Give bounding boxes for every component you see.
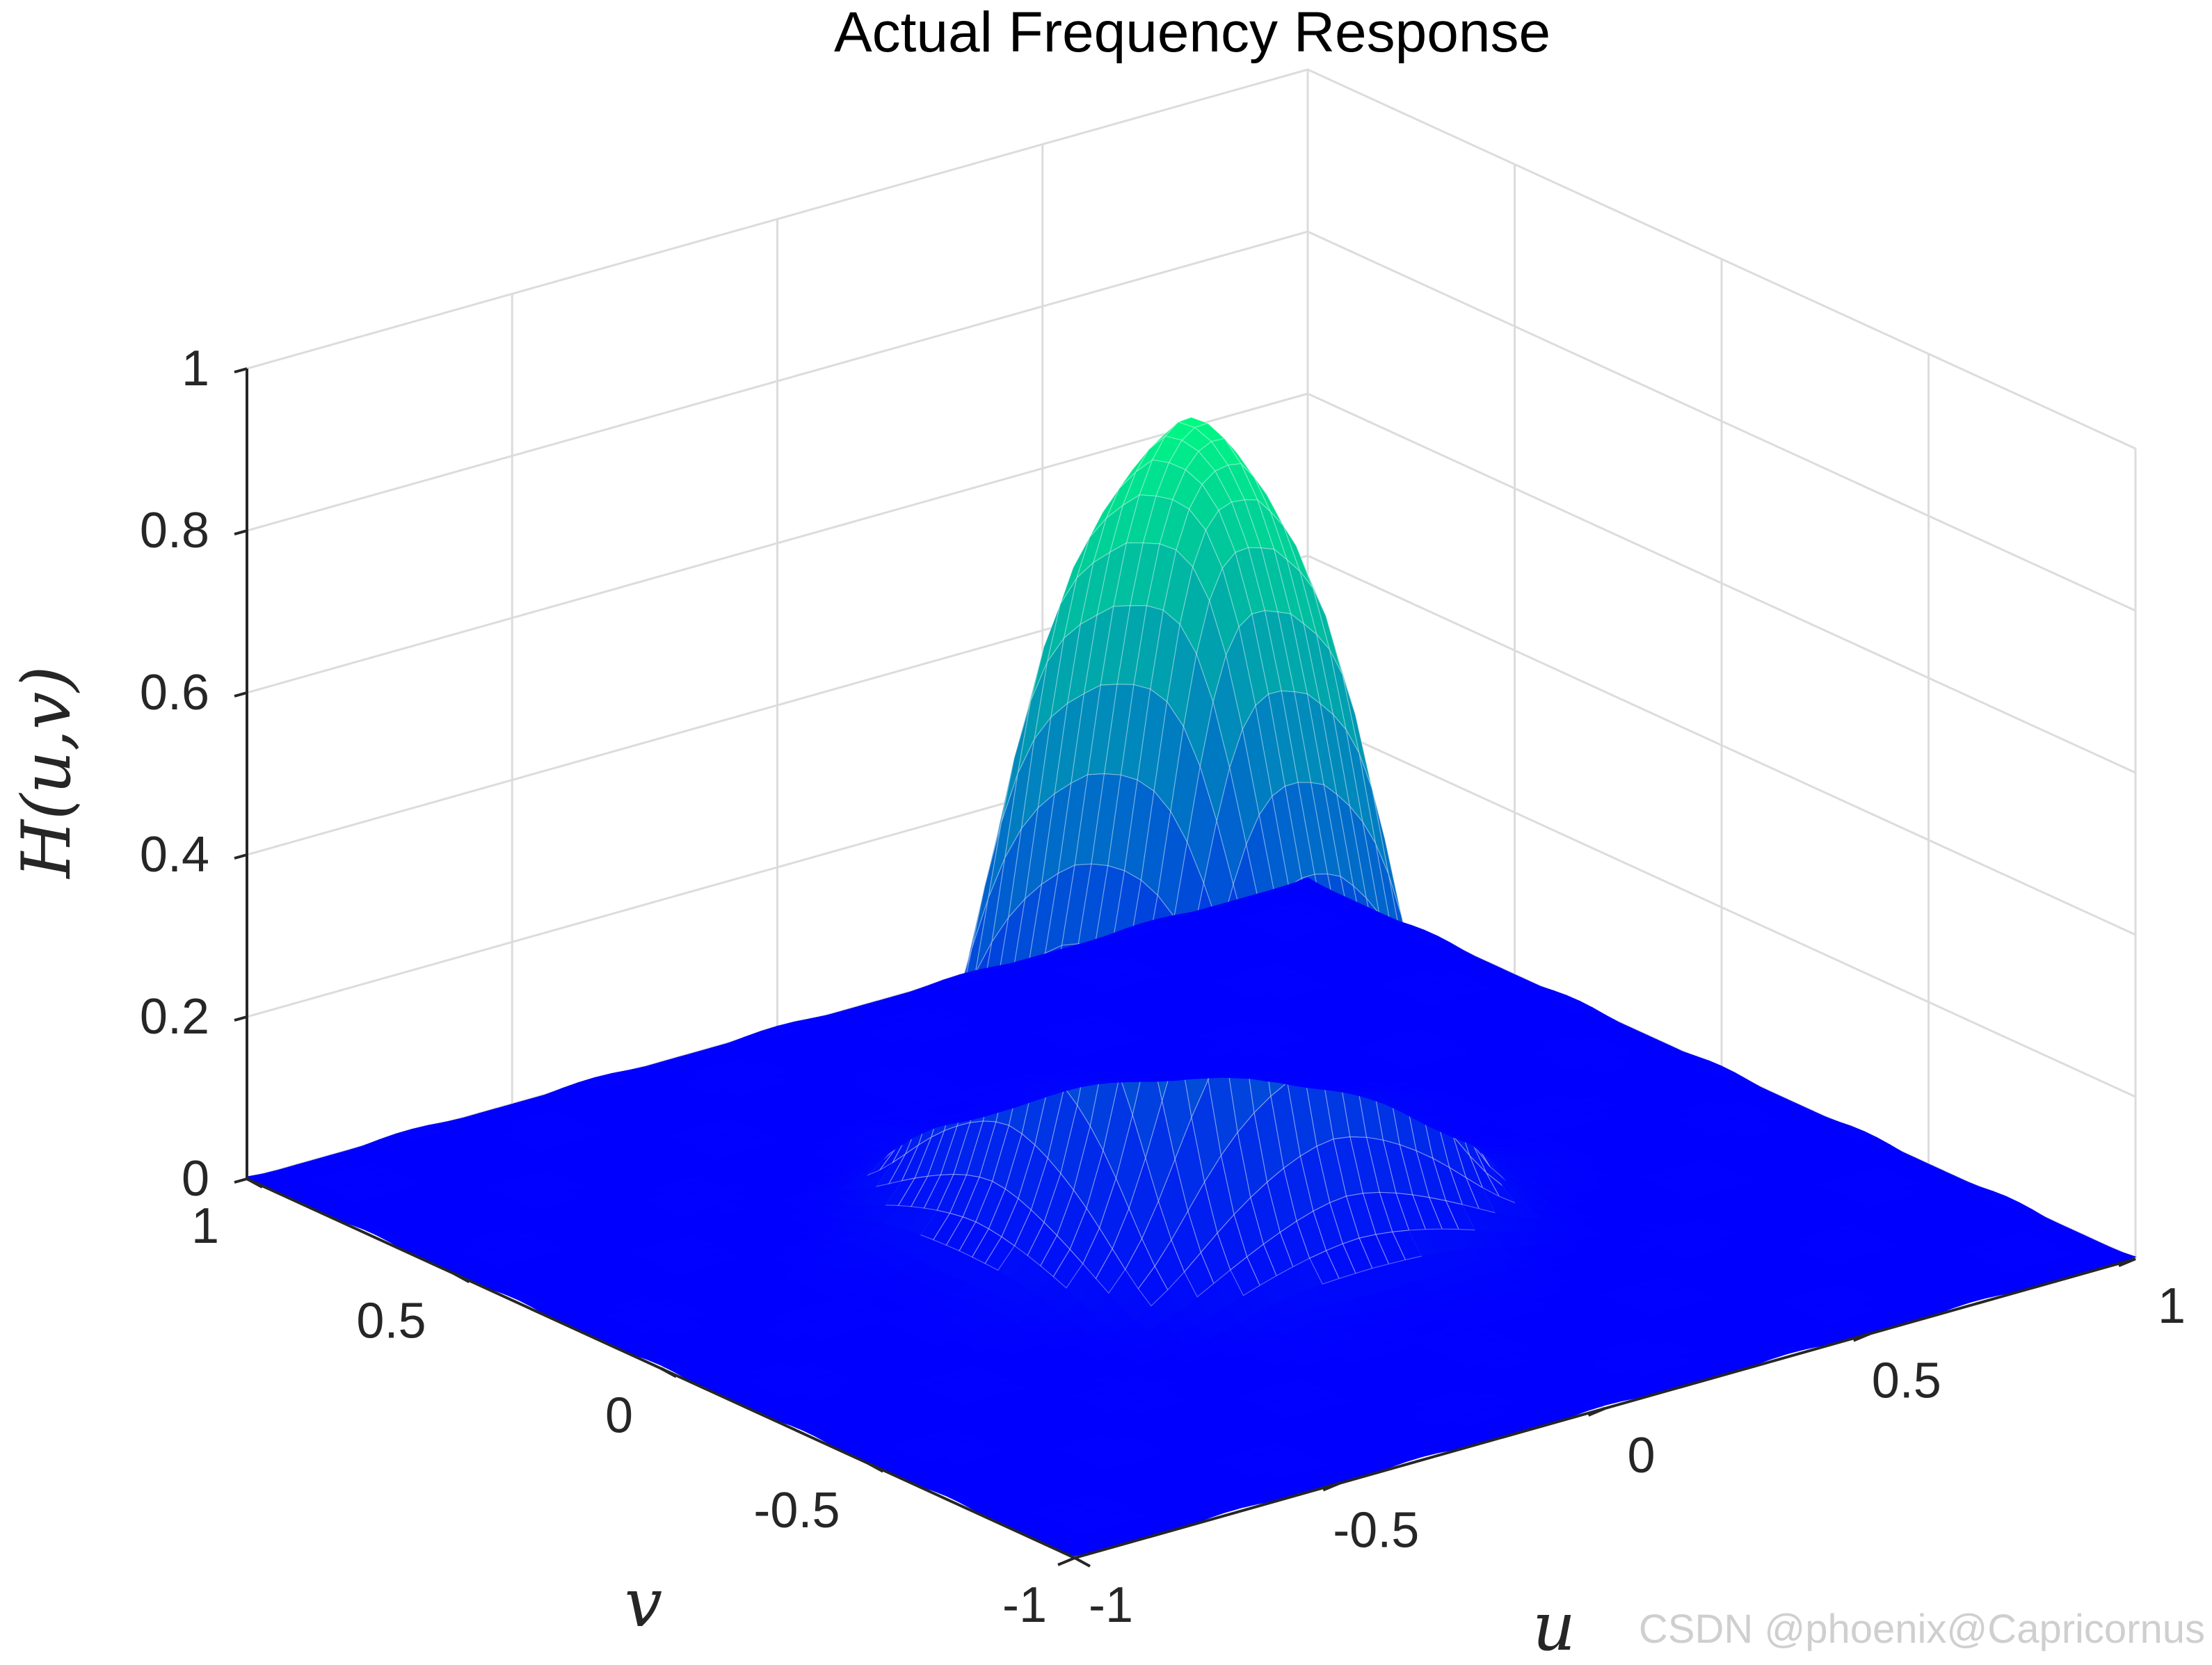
x-tick-label: 0 [1627,1428,1655,1483]
x-tick-label: -0.5 [1333,1503,1419,1559]
z-tick [234,367,248,373]
x-tick-label: -1 [1089,1577,1133,1633]
y-tick-label: -0.5 [753,1483,840,1538]
z-tick-label: 0.8 [140,503,209,558]
z-tick-label: 0.6 [140,665,209,721]
y-tick-label: -1 [1002,1577,1047,1633]
surface-mesh [246,416,2137,1557]
z-tick-label: 1 [182,341,209,396]
x-axis-label: u [1532,1588,1576,1665]
x-tick [1057,1557,1075,1566]
y-tick-label: 0.5 [356,1293,426,1349]
z-tick [234,691,248,698]
z-tick [234,1177,248,1184]
y-tick-label: 1 [191,1198,219,1254]
y-tick [1074,1557,1091,1568]
z-tick [234,1015,248,1022]
z-tick-label: 0.2 [140,989,209,1045]
z-tick [234,529,248,536]
x-tick-label: 1 [2158,1278,2186,1334]
y-axis-label: v [625,1564,662,1642]
z-tick-label: 0.4 [140,827,209,883]
watermark: CSDN @phoenix@Capricornus [1639,1607,2205,1652]
y-tick-label: 0 [605,1388,633,1444]
x-tick-label: 0.5 [1872,1353,1941,1409]
chart-title: Actual Frequency Response [834,1,1550,64]
grid-z-line [246,68,2136,450]
z-tick [234,853,248,860]
z-axis-label: H(u,v) [8,666,86,879]
